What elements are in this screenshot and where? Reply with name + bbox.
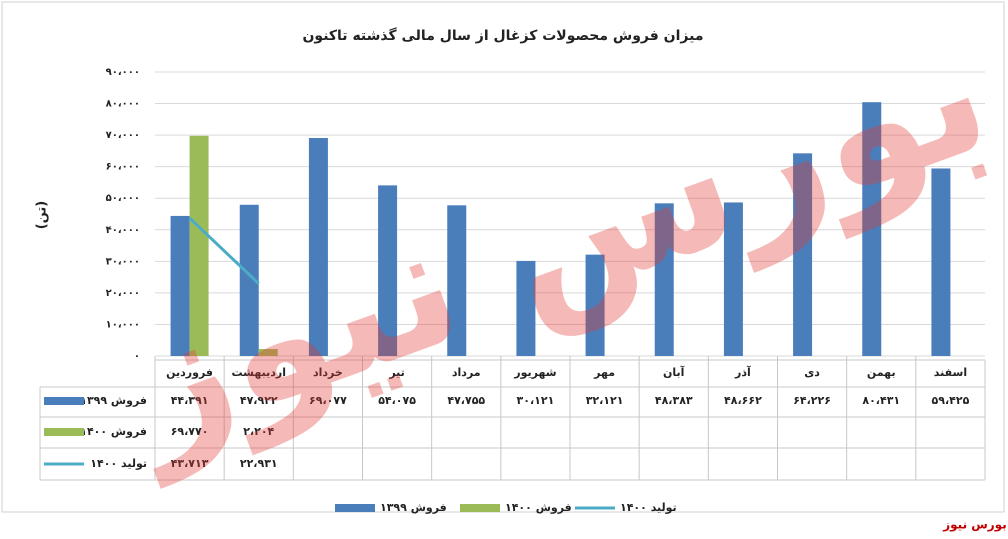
x-tick-label: مهر (593, 366, 615, 379)
legend-label: فروش ۱۴۰۰ (505, 501, 572, 514)
bar (654, 203, 674, 356)
x-tick-label: دی (804, 366, 820, 379)
bar (170, 215, 190, 356)
bar (258, 349, 278, 356)
table-value: ۴۷،۹۲۲ (240, 394, 278, 407)
y-tick-label: ۹۰،۰۰۰ (106, 67, 140, 78)
x-tick-label: اردیبهشت (232, 366, 286, 379)
bar (447, 205, 467, 356)
x-tick-label: آبان (663, 365, 685, 379)
table-value: ۶۹،۰۷۷ (309, 394, 347, 407)
y-tick-label: ۷۰،۰۰۰ (106, 130, 140, 141)
bar (516, 260, 536, 356)
table-legend-key (44, 428, 84, 436)
table-value: ۲۲،۹۳۱ (240, 457, 278, 470)
table-value: ۴۳،۷۱۳ (171, 457, 209, 470)
chart-title: میزان فروش محصولات کزغال از سال مالی گذش… (302, 27, 703, 44)
table-value: ۵۹،۴۲۵ (932, 394, 970, 407)
y-tick-label: ۳۰،۰۰۰ (106, 256, 140, 267)
x-tick-label: فروردین (166, 366, 213, 379)
bar (189, 135, 209, 356)
y-tick-label: ۲۰،۰۰۰ (106, 288, 140, 299)
table-value: ۴۸،۳۸۳ (655, 394, 693, 407)
y-tick-label: ۴۰،۰۰۰ (106, 225, 140, 236)
table-value: ۴۸،۶۶۲ (724, 394, 762, 407)
table-value: ۸۰،۴۳۱ (862, 394, 900, 407)
y-tick-label: ۵۰،۰۰۰ (106, 193, 140, 204)
legend-label: فروش ۱۳۹۹ (380, 501, 447, 514)
legend-key (460, 504, 500, 512)
y-tick-label: ۰ (134, 351, 140, 362)
bar (793, 153, 813, 356)
y-tick-label: ۶۰،۰۰۰ (106, 162, 140, 173)
x-tick-label: خرداد (313, 366, 343, 379)
table-series-name: تولید ۱۴۰۰ (90, 457, 147, 470)
table-series-name: فروش ۱۴۰۰ (80, 425, 147, 438)
bar (931, 168, 951, 356)
y-tick-label: ۱۰،۰۰۰ (106, 319, 140, 330)
y-axis-label: (تن) (35, 201, 50, 230)
table-value: ۴۴،۳۹۱ (171, 394, 209, 407)
table-value: ۴۷،۷۵۵ (447, 394, 485, 407)
x-tick-label: شهریور (513, 366, 556, 379)
bar (239, 204, 259, 356)
chart-frame (1, 1, 1005, 513)
table-value: ۳۲،۱۲۱ (586, 394, 624, 407)
table-value: ۲،۲۰۴ (243, 425, 274, 438)
legend-key (335, 504, 375, 512)
bar (723, 202, 743, 356)
bar (378, 185, 398, 356)
table-value: ۶۹،۷۷۰ (171, 425, 209, 438)
line (188, 216, 260, 285)
table-series-name: فروش ۱۳۹۹ (80, 394, 147, 407)
x-tick-label: مرداد (452, 366, 481, 379)
y-tick-label: ۸۰،۰۰۰ (106, 99, 140, 110)
table-value: ۳۰،۱۲۱ (517, 394, 555, 407)
x-tick-label: آذر (734, 365, 751, 379)
table-legend-key (44, 397, 84, 405)
legend-label: تولید ۱۴۰۰ (620, 501, 677, 514)
source: بورس نیوز (942, 518, 1007, 533)
table-value: ۶۴،۲۲۶ (793, 394, 831, 407)
bar (585, 254, 605, 356)
x-tick-label: اسفند (934, 366, 967, 379)
bar (308, 138, 328, 356)
table-value: ۵۴،۰۷۵ (378, 394, 416, 407)
x-tick-label: بهمن (867, 366, 896, 379)
x-tick-label: تیر (388, 366, 404, 379)
bar (862, 102, 882, 356)
